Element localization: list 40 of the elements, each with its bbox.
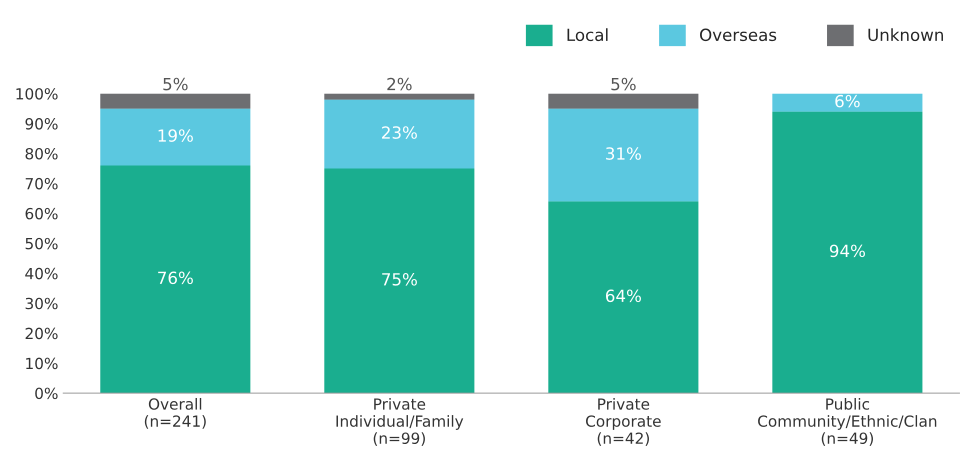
data-label: 64% [606, 290, 641, 302]
legend-label: Local [568, 28, 608, 42]
y-tick-label: 90% [25, 118, 58, 130]
y-tick-label: 40% [25, 268, 58, 280]
bar [100, 165, 250, 394]
data-label: 31% [606, 147, 641, 160]
legend-label: Overseas [700, 28, 776, 42]
bar [772, 112, 922, 394]
bar [100, 108, 250, 166]
data-label: 23% [382, 126, 417, 139]
x-tick-label: Private Corporate (n=42) [586, 398, 661, 446]
bar [100, 94, 250, 109]
data-label: 76% [158, 272, 193, 284]
y-tick-label: 50% [26, 238, 58, 250]
data-label: 6% [835, 94, 860, 108]
y-tick-label: 100% [16, 88, 58, 100]
data-label: 19% [158, 129, 193, 142]
x-tick-label: Overall (n=241) [144, 398, 206, 429]
y-tick-label: 80% [26, 148, 58, 160]
y-tick-label: 60% [26, 208, 58, 220]
bar [772, 94, 922, 112]
bar [324, 94, 474, 100]
x-tick-label: Public Community/Ethnic/Clan (n=49) [758, 398, 936, 446]
data-label: 2% [387, 78, 412, 90]
y-tick-label: 30% [26, 298, 58, 310]
bar [324, 168, 474, 394]
y-tick-label: 0% [35, 388, 58, 400]
y-tick-label: 10% [26, 358, 58, 370]
data-label: 94% [830, 244, 865, 258]
bar [548, 108, 698, 202]
y-tick-label: 70% [26, 178, 58, 190]
legend-label: Unknown [868, 28, 943, 42]
data-label: 75% [382, 273, 417, 286]
bar [548, 201, 698, 394]
bar [324, 100, 474, 168]
data-label: 5% [611, 78, 636, 90]
x-tick-label: Private Individual/Family (n=99) [336, 398, 464, 446]
data-label: 5% [163, 78, 188, 90]
y-tick-label: 20% [26, 328, 58, 340]
bar [548, 94, 698, 109]
